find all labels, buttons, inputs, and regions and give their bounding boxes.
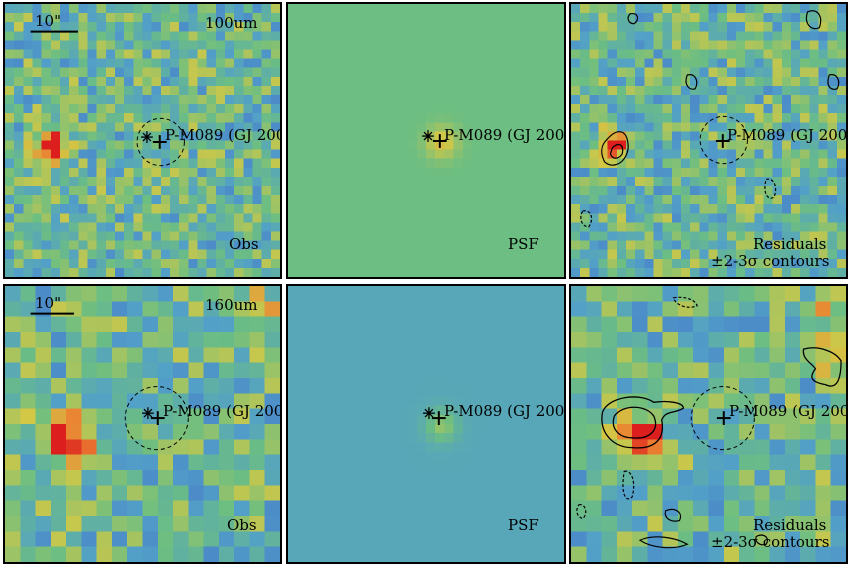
scale-bar-label: 10" bbox=[35, 294, 61, 312]
res-100um-panel: P-M089 (GJ 2005) Residuals ±2-3σ contour… bbox=[569, 2, 848, 279]
position-cross-icon bbox=[432, 134, 447, 148]
res-160um-overlay bbox=[576, 296, 842, 549]
aperture-circle bbox=[690, 386, 755, 451]
contour-positive bbox=[627, 12, 639, 25]
contour-negative bbox=[764, 178, 777, 199]
panel-sublabel: ±2-3σ contours bbox=[711, 252, 830, 270]
source-label: P-M089 (GJ 2005) bbox=[444, 402, 565, 420]
contour-negative bbox=[576, 504, 587, 520]
obs-160um-panel: 10" 160um P-M089 (GJ 2005) Obs bbox=[3, 284, 282, 564]
obs-160um-image bbox=[5, 286, 280, 562]
band-label: 160um bbox=[205, 296, 258, 314]
source-label: P-M089 (GJ 2005) bbox=[727, 126, 848, 144]
panel-label: Obs bbox=[229, 235, 259, 253]
star-marker-icon bbox=[423, 407, 435, 420]
contour-negative bbox=[672, 296, 698, 308]
position-cross-icon bbox=[150, 411, 165, 425]
contour-positive bbox=[612, 406, 657, 439]
res-100um-image bbox=[571, 4, 846, 277]
panel-label: Residuals bbox=[753, 516, 827, 534]
contour-negative bbox=[622, 470, 635, 500]
contour-negative bbox=[580, 210, 593, 228]
contour-positive bbox=[802, 347, 842, 387]
contour-positive bbox=[685, 74, 698, 90]
obs-100um-overlay bbox=[30, 30, 185, 167]
contour-positive bbox=[609, 143, 624, 159]
band-label: 100um bbox=[205, 14, 258, 32]
position-cross-icon bbox=[716, 411, 731, 425]
res-100um-overlay bbox=[580, 10, 840, 228]
obs-100um-panel: 10" 100um P-M089 (GJ 2005) Obs bbox=[3, 2, 282, 279]
scale-bar-label: 10" bbox=[35, 12, 61, 30]
psf-160um-overlay bbox=[423, 407, 446, 425]
position-cross-icon bbox=[431, 411, 446, 425]
star-marker-icon bbox=[422, 130, 434, 142]
res-160um-panel: P-M089 (GJ 2005) Residuals ±2-3σ contour… bbox=[569, 284, 848, 564]
panel-sublabel: ±2-3σ contours bbox=[711, 533, 830, 551]
aperture-circle bbox=[699, 115, 748, 165]
source-label: P-M089 (GJ 2005) bbox=[444, 126, 565, 144]
source-label: P-M089 (GJ 2005) bbox=[165, 126, 280, 144]
contour-positive bbox=[755, 534, 768, 546]
source-label: P-M089 (GJ 2005) bbox=[163, 402, 280, 420]
panel-label: Residuals bbox=[753, 235, 827, 253]
position-cross-icon bbox=[715, 134, 730, 148]
contour-positive bbox=[601, 396, 685, 449]
obs-160um-overlay bbox=[30, 312, 189, 451]
contour-positive bbox=[806, 10, 822, 30]
psf-160um-image bbox=[288, 286, 564, 562]
star-marker-icon bbox=[141, 131, 153, 143]
res-160um-image bbox=[571, 286, 846, 562]
panel-label: PSF bbox=[508, 235, 539, 253]
psf-160um-panel: P-M089 (GJ 2005) PSF bbox=[286, 284, 566, 564]
psf-100um-panel: P-M089 (GJ 2005) PSF bbox=[286, 2, 566, 279]
obs-100um-image bbox=[5, 4, 280, 277]
panel-label: Obs bbox=[227, 516, 257, 534]
panel-label: PSF bbox=[508, 516, 539, 534]
aperture-circle bbox=[124, 386, 189, 451]
contour-positive bbox=[664, 508, 681, 522]
source-label: P-M089 (GJ 2005) bbox=[729, 402, 846, 420]
contour-positive bbox=[827, 74, 840, 90]
contour-positive bbox=[601, 131, 629, 166]
position-cross-icon bbox=[152, 135, 167, 149]
star-marker-icon bbox=[142, 407, 154, 420]
psf-100um-image bbox=[288, 4, 564, 277]
aperture-circle bbox=[136, 117, 185, 167]
psf-100um-overlay bbox=[422, 130, 447, 148]
contour-positive bbox=[638, 536, 689, 549]
